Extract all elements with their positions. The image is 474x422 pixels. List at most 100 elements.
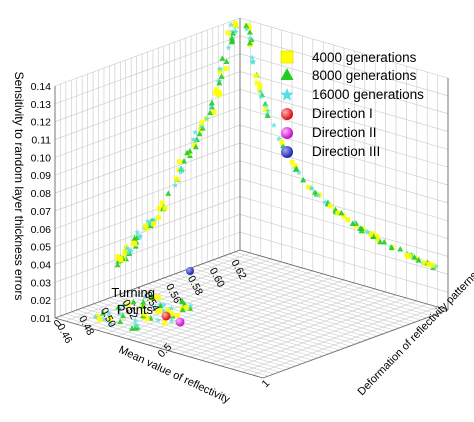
- point-8000-246: [117, 318, 124, 325]
- point-16000-113: [177, 168, 184, 175]
- point-16000-35: [172, 182, 179, 188]
- point-4000-150: [306, 184, 312, 190]
- point-16000-68: [147, 218, 154, 225]
- point-8000-267: [129, 325, 136, 331]
- point-4000-72: [132, 241, 138, 247]
- point-16000-29: [128, 247, 135, 254]
- point-16000-179: [308, 185, 315, 191]
- point-8000-282: [130, 298, 137, 305]
- point-4000-117: [117, 256, 123, 262]
- direction-2-point: [175, 317, 185, 327]
- point-16000-53: [192, 137, 199, 144]
- z-tick-label-5: 0.06: [31, 224, 52, 236]
- z-tick-label-3: 0.04: [31, 259, 52, 271]
- point-4000-219: [345, 217, 351, 223]
- point-16000-286: [134, 322, 141, 329]
- point-4000-165: [375, 236, 381, 242]
- point-8000-279: [139, 303, 146, 310]
- legend-label-direction-3: Direction III: [312, 144, 380, 159]
- z-tick-label-0: 0.01: [31, 313, 52, 325]
- point-8000-181: [246, 39, 253, 46]
- point-8000-73: [192, 143, 199, 150]
- point-4000-216: [426, 261, 432, 267]
- point-16000-232: [132, 317, 139, 324]
- point-16000-259: [152, 303, 159, 310]
- point-16000-122: [322, 198, 329, 205]
- frame-edge-3: [54, 249, 241, 319]
- point-4000-228: [279, 139, 285, 145]
- frame-edge-6: [262, 309, 449, 379]
- point-4000-263: [151, 294, 157, 300]
- point-8000-211: [293, 165, 300, 172]
- z-axis-label: Sensitivity to random layer thickness er…: [12, 72, 26, 301]
- z-tick-label-11: 0.12: [31, 117, 52, 129]
- point-8000-103: [219, 55, 226, 61]
- point-16000-164: [270, 122, 277, 128]
- point-8000-154: [311, 189, 318, 195]
- point-8000-202: [381, 239, 388, 245]
- point-4000-287: [168, 311, 174, 317]
- y-tick-label-2: 1: [260, 377, 273, 390]
- point-4000-99: [215, 92, 221, 98]
- point-8000-229: [338, 209, 345, 216]
- grid-line-y-floor-19: [252, 306, 438, 376]
- z-axis-ticks: 0.01 0.02 0.03 0.04 0.05 0.06 0.07 0.08 0.09 0.10…: [31, 81, 52, 325]
- point-8000-208: [388, 244, 395, 251]
- point-16000-283: [92, 313, 99, 320]
- point-16000-265: [106, 310, 113, 317]
- turning-points-annotation: Turning Points: [111, 285, 158, 317]
- point-8000-184: [370, 233, 377, 240]
- legend-label-direction-2: Direction II: [312, 125, 377, 140]
- point-8000-115: [216, 79, 223, 86]
- point-16000-116: [125, 249, 132, 256]
- point-8000-97: [196, 130, 203, 137]
- point-4000-189: [367, 231, 373, 237]
- z-tick-label-8: 0.09: [31, 170, 52, 182]
- legend: 4000 generations 8000 generations 16000 …: [280, 50, 424, 159]
- point-16000-38: [208, 102, 215, 109]
- z-tick-label-4: 0.05: [31, 242, 52, 254]
- point-8000-255: [115, 304, 122, 310]
- point-4000-39: [214, 87, 220, 93]
- point-16000-77: [229, 28, 236, 35]
- legend-square-marker: [280, 50, 294, 64]
- point-8000-288: [149, 294, 156, 300]
- point-4000-84: [199, 120, 205, 126]
- point-4000-278: [174, 312, 180, 318]
- point-16000-50: [228, 21, 235, 28]
- point-4000-48: [217, 69, 223, 75]
- point-16000-274: [160, 301, 167, 308]
- point-16000-119: [123, 245, 130, 251]
- point-4000-108: [162, 205, 168, 211]
- point-16000-280: [132, 321, 139, 328]
- point-8000-94: [131, 235, 138, 241]
- point-8000-166: [415, 257, 422, 263]
- grid-line-y-floor-11: [169, 282, 355, 352]
- point-4000-111: [174, 176, 180, 182]
- frame-edge-5: [54, 317, 264, 379]
- point-8000-145: [262, 100, 269, 107]
- grid-line-y-floor-4: [96, 261, 282, 331]
- point-4000-15: [212, 90, 218, 96]
- point-16000-262: [107, 320, 114, 327]
- point-16000-241: [141, 293, 148, 300]
- point-4000-222: [430, 262, 436, 268]
- point-8000-214: [243, 22, 250, 29]
- legend-label-16000: 16000 generations: [312, 87, 424, 102]
- z-tick-label-6: 0.07: [31, 206, 52, 218]
- point-16000-227: [265, 107, 272, 114]
- point-4000-275: [154, 309, 160, 315]
- point-16000-56: [198, 123, 205, 129]
- grid-line-y-floor-5: [106, 264, 293, 334]
- point-16000-62: [203, 115, 210, 122]
- point-16000-98: [178, 165, 185, 172]
- grid-line-y-floor-14: [200, 291, 386, 361]
- z-tick-label-10: 0.11: [31, 135, 51, 147]
- point-8000-106: [186, 147, 193, 154]
- point-8000-175: [300, 176, 307, 183]
- point-4000-24: [158, 205, 164, 211]
- point-8000-217: [349, 220, 356, 226]
- point-4000-272: [144, 316, 150, 322]
